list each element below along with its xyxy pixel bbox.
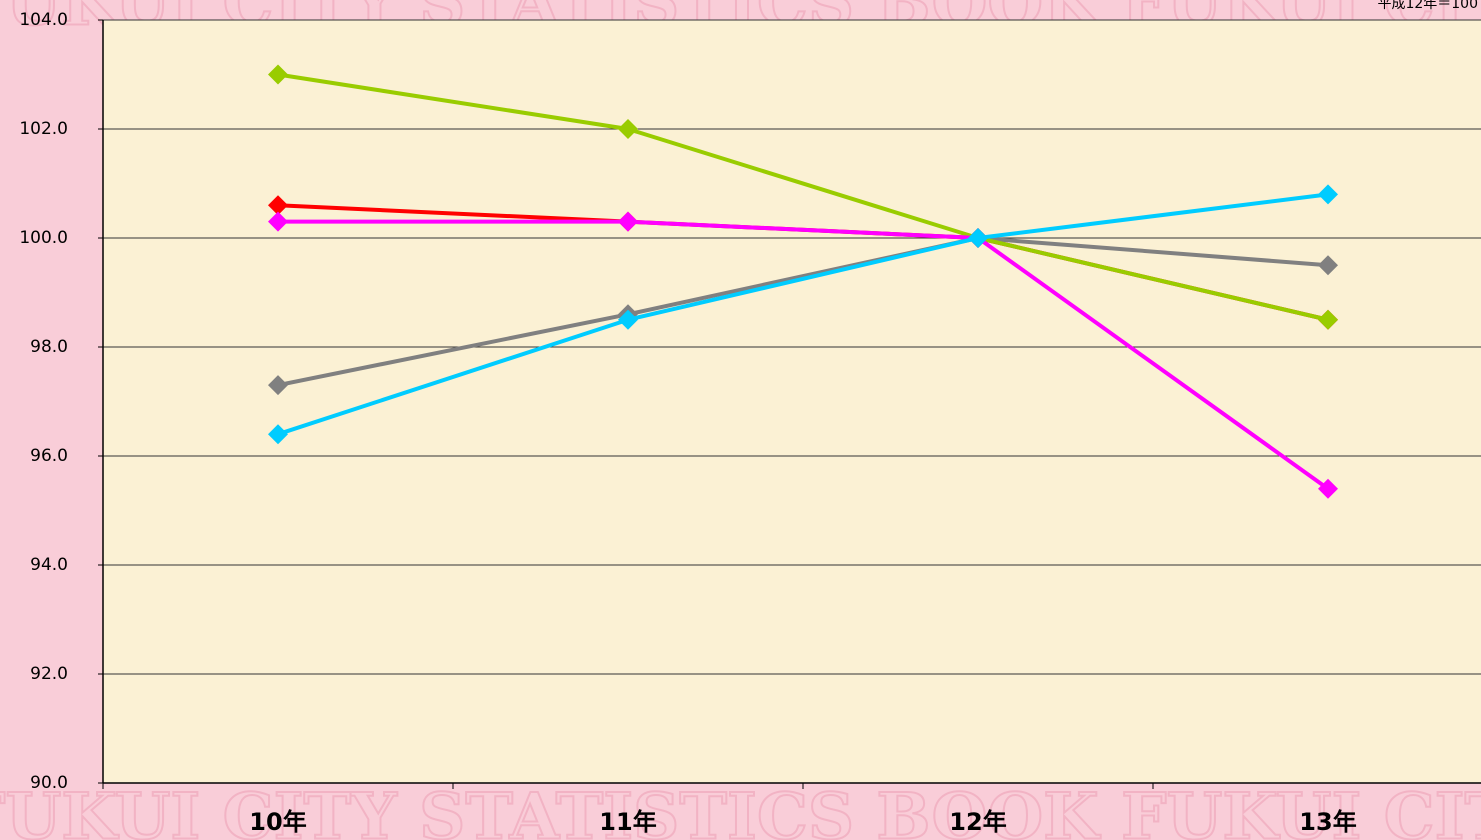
series-line [278, 219, 1330, 491]
data-point [268, 64, 288, 85]
x-tick-label: 10年 [249, 808, 306, 836]
note: 平成12年＝100 [1377, 0, 1478, 12]
series-line [277, 72, 1329, 322]
data-point [618, 211, 638, 232]
x-tick-label: 13年 [1299, 808, 1356, 836]
series-line [277, 192, 1329, 437]
svg-text:FUKUI CITY STATISTICS BOOK FUK: FUKUI CITY STATISTICS BOOK FUKUI CITY [0, 780, 1481, 840]
x-tick-label: 12年 [949, 808, 1006, 836]
y-tick-label: 90.0 [30, 773, 68, 793]
y-tick-label: 100.0 [19, 228, 68, 248]
series [268, 228, 1338, 396]
plot-area [103, 20, 1481, 783]
data-point [268, 375, 288, 396]
data-point [618, 119, 638, 139]
data-point [1318, 255, 1338, 276]
x-tick-label: 11年 [599, 808, 656, 836]
y-tick-label: 98.0 [30, 337, 68, 357]
y-tick-label: 92.0 [30, 664, 68, 684]
data-point [268, 211, 288, 232]
data-point [1318, 478, 1338, 499]
y-tick-label: 96.0 [30, 446, 68, 466]
data-point [1318, 184, 1338, 205]
data-point [618, 309, 638, 330]
series [268, 184, 1338, 445]
y-tick-label: 94.0 [30, 555, 68, 575]
data-point [968, 228, 988, 248]
data-point [268, 195, 288, 216]
y-tick-label: 104.0 [19, 10, 68, 30]
data-point [268, 424, 288, 445]
series-line [277, 235, 1329, 388]
y-tick-label: 102.0 [19, 119, 68, 139]
data-point [1318, 309, 1338, 330]
